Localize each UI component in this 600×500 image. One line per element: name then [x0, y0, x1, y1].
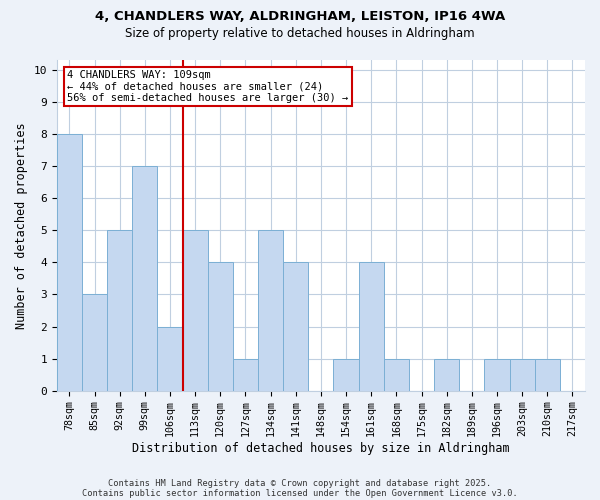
- Text: 4 CHANDLERS WAY: 109sqm
← 44% of detached houses are smaller (24)
56% of semi-de: 4 CHANDLERS WAY: 109sqm ← 44% of detache…: [67, 70, 349, 103]
- Bar: [359, 262, 384, 390]
- Bar: [132, 166, 157, 390]
- Bar: [384, 358, 409, 390]
- Bar: [57, 134, 82, 390]
- Bar: [208, 262, 233, 390]
- Bar: [535, 358, 560, 390]
- Bar: [434, 358, 459, 390]
- Bar: [182, 230, 208, 390]
- Bar: [334, 358, 359, 390]
- Text: Contains HM Land Registry data © Crown copyright and database right 2025.: Contains HM Land Registry data © Crown c…: [109, 478, 491, 488]
- Text: 4, CHANDLERS WAY, ALDRINGHAM, LEISTON, IP16 4WA: 4, CHANDLERS WAY, ALDRINGHAM, LEISTON, I…: [95, 10, 505, 23]
- Bar: [107, 230, 132, 390]
- Y-axis label: Number of detached properties: Number of detached properties: [15, 122, 28, 328]
- Bar: [509, 358, 535, 390]
- Text: Size of property relative to detached houses in Aldringham: Size of property relative to detached ho…: [125, 28, 475, 40]
- Text: Contains public sector information licensed under the Open Government Licence v3: Contains public sector information licen…: [82, 488, 518, 498]
- X-axis label: Distribution of detached houses by size in Aldringham: Distribution of detached houses by size …: [132, 442, 510, 455]
- Bar: [82, 294, 107, 390]
- Bar: [484, 358, 509, 390]
- Bar: [233, 358, 258, 390]
- Bar: [157, 326, 182, 390]
- Bar: [258, 230, 283, 390]
- Bar: [283, 262, 308, 390]
